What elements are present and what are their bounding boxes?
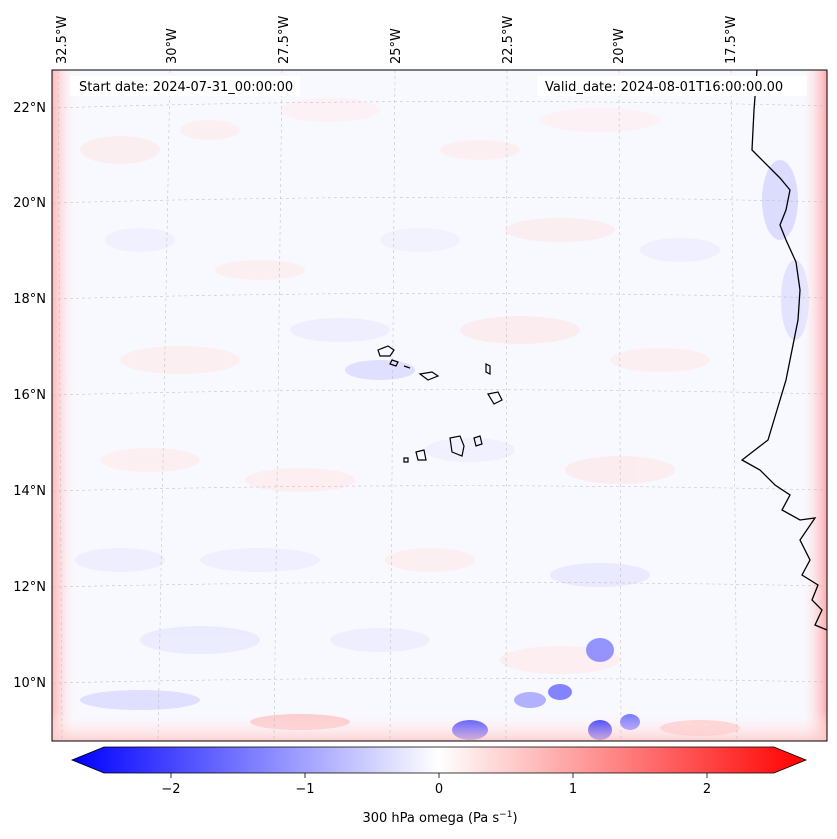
- colorbar-ticks: [170, 773, 708, 778]
- colorbar-tick-label: 0: [435, 782, 443, 797]
- lon-label: 32.5°W: [55, 16, 70, 64]
- lon-label: 22.5°W: [501, 16, 516, 64]
- lat-label: 14°N: [13, 484, 46, 499]
- cape-verde-islands: [377, 345, 503, 463]
- colorbar-bar: [70, 746, 808, 774]
- start-date-label: Start date: 2024-07-31_00:00:00: [79, 80, 293, 95]
- africa-coastline: [740, 70, 827, 631]
- colorbar-tick-label: 1: [569, 782, 577, 797]
- lon-label: 27.5°W: [277, 16, 292, 64]
- latitude-labels: 22°N 20°N 18°N 16°N 14°N 12°N 10°N: [13, 101, 46, 691]
- lat-label: 12°N: [13, 580, 46, 595]
- lat-label: 18°N: [13, 292, 46, 307]
- lon-label: 25°W: [389, 28, 404, 64]
- lat-label: 16°N: [13, 388, 46, 403]
- start-date-box: [70, 76, 300, 96]
- valid-date-label: Valid_date: 2024-08-01T16:00:00.00: [545, 80, 783, 95]
- longitude-labels: 32.5°W 30°W 27.5°W 25°W 22.5°W 20°W 17.5…: [55, 16, 739, 64]
- omega-field: [52, 70, 827, 741]
- colorbar-tick-label: −1: [295, 782, 314, 797]
- lat-label: 20°N: [13, 196, 46, 211]
- valid-date-box: [537, 76, 807, 96]
- lat-label: 22°N: [13, 101, 46, 116]
- colorbar: −2 −1 0 1 2 300 hPa omega (Pa s−1): [70, 746, 808, 826]
- gridlines: [52, 70, 827, 741]
- colorbar-tick-label: 2: [703, 782, 711, 797]
- lat-label: 10°N: [13, 676, 46, 691]
- colorbar-tick-label: −2: [161, 782, 180, 797]
- lon-label: 20°W: [612, 28, 627, 64]
- map-frame: [51, 69, 828, 742]
- lon-label: 17.5°W: [724, 16, 739, 64]
- colorbar-title: 300 hPa omega (Pa s−1): [362, 810, 517, 826]
- lon-label: 30°W: [165, 28, 180, 64]
